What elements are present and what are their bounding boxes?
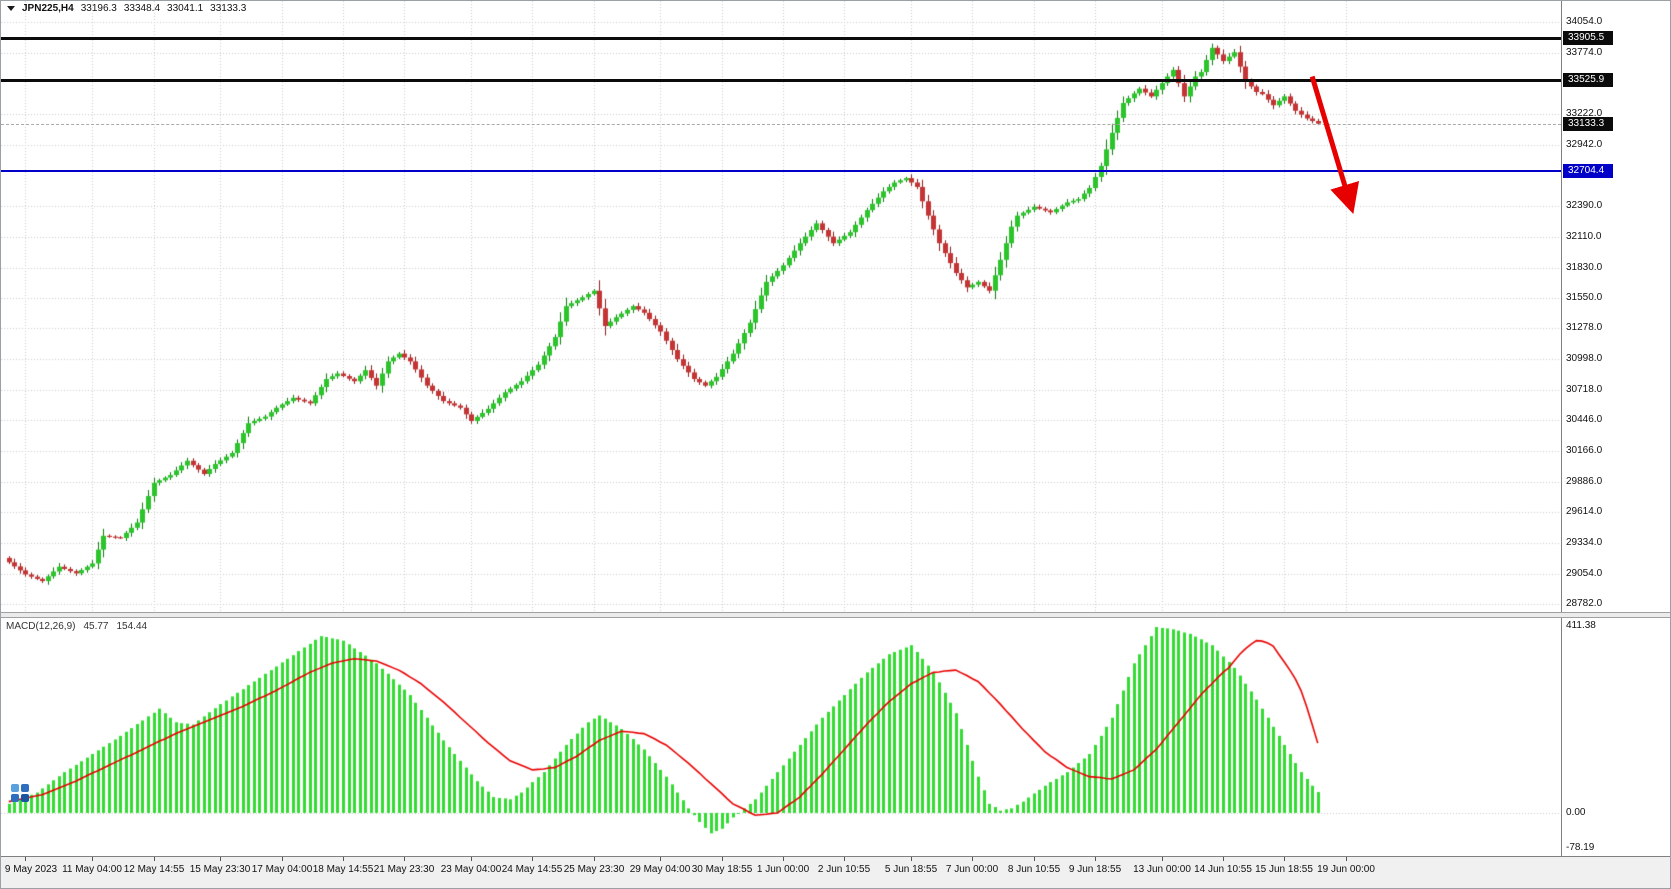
macd-scale-label: -78.19 [1566, 842, 1595, 854]
upper-resistance-line[interactable] [1, 36, 1561, 40]
time-tick [1284, 857, 1285, 861]
macd-signal-value: 154.44 [116, 621, 148, 632]
price-tick-label: 29886.0 [1566, 476, 1603, 488]
time-tick [220, 857, 221, 861]
price-tick-label: 32390.0 [1566, 199, 1603, 211]
time-label: 12 May 14:55 [123, 864, 185, 875]
macd-value: 45.77 [83, 621, 109, 632]
symbol-timeframe-label: JPN225,H4 [22, 3, 74, 14]
price-tick-label: 32110.0 [1566, 230, 1602, 242]
time-label: 30 May 18:55 [691, 864, 753, 875]
candlestick-chart-canvas[interactable] [1, 1, 1561, 612]
time-tick [92, 857, 93, 861]
time-label: 7 Jun 00:00 [945, 864, 999, 875]
time-label: 13 Jun 00:00 [1133, 864, 1191, 875]
price-tick-label: 29614.0 [1566, 506, 1603, 518]
price-tick-label: 29334.0 [1566, 537, 1603, 549]
time-label: 5 Jun 18:55 [884, 864, 938, 875]
ohlc-close: 33133.3 [210, 3, 247, 14]
time-tick [972, 857, 973, 861]
time-tick [282, 857, 283, 861]
price-tick-label: 31830.0 [1566, 261, 1603, 273]
macd-header: MACD(12,26,9) 45.77 154.44 [6, 621, 147, 632]
time-tick [343, 857, 344, 861]
time-tick [404, 857, 405, 861]
time-label: 14 Jun 10:55 [1194, 864, 1252, 875]
macd-scale-label: 0.00 [1566, 806, 1586, 818]
time-tick [1034, 857, 1035, 861]
time-label: 1 Jun 00:00 [756, 864, 810, 875]
macd-axis[interactable]: 411.38 0.00 -78.19 [1561, 618, 1670, 856]
price-tick-label: 32942.0 [1566, 138, 1603, 150]
lower-resistance-line[interactable] [1, 78, 1561, 82]
chart-objects-layer [1, 1, 1561, 612]
time-tick [25, 857, 26, 861]
time-label: 21 May 23:30 [373, 864, 435, 875]
support-level-badge[interactable]: 32704.4 [1563, 163, 1613, 178]
time-tick [1223, 857, 1224, 861]
dropdown-triangle-icon[interactable] [7, 6, 15, 11]
macd-label: MACD(12,26,9) [6, 621, 76, 632]
app-logo-icon [11, 784, 31, 804]
ohlc-open: 33196.3 [80, 3, 117, 14]
time-axis[interactable]: 9 May 2023 11 May 04:00 12 May 14:55 15 May… [1, 856, 1670, 888]
time-tick [1162, 857, 1163, 861]
time-tick [844, 857, 845, 861]
time-tick [722, 857, 723, 861]
symbol-header: JPN225,H4 33196.3 33348.4 33041.1 33133.… [7, 3, 246, 14]
time-tick [783, 857, 784, 861]
price-tick-label: 33774.0 [1566, 46, 1603, 58]
time-label: 15 Jun 18:55 [1255, 864, 1313, 875]
price-pane[interactable]: JPN225,H4 33196.3 33348.4 33041.1 33133.… [1, 1, 1561, 612]
ohlc-low: 33041.1 [167, 3, 204, 14]
price-tick-label: 28782.0 [1566, 598, 1603, 610]
price-tick-label: 30998.0 [1566, 353, 1603, 365]
support-level-line[interactable] [1, 169, 1561, 172]
time-label: 11 May 04:00 [62, 864, 122, 875]
macd-scale-label: 411.38 [1566, 620, 1596, 632]
price-tick-label: 31278.0 [1566, 322, 1603, 334]
time-label: 8 Jun 10:55 [1007, 864, 1061, 875]
bid-price-badge[interactable]: 33133.3 [1563, 116, 1613, 131]
price-tick-label: 30718.0 [1566, 384, 1603, 396]
lower-resistance-badge[interactable]: 33525.9 [1563, 73, 1613, 88]
price-tick-label: 33222.0 [1566, 107, 1603, 119]
price-tick-label: 31550.0 [1566, 292, 1603, 304]
upper-resistance-badge[interactable]: 33905.5 [1563, 31, 1613, 46]
time-label: 2 Jun 10:55 [817, 864, 871, 875]
time-label: 17 May 04:00 [251, 864, 313, 875]
time-tick [532, 857, 533, 861]
time-tick [1346, 857, 1347, 861]
time-label: 19 Jun 00:00 [1317, 864, 1375, 875]
price-tick-label: 34054.0 [1566, 15, 1603, 27]
ohlc-high: 33348.4 [123, 3, 161, 14]
time-tick [594, 857, 595, 861]
time-label: 29 May 04:00 [629, 864, 691, 875]
price-tick-label: 30166.0 [1566, 445, 1603, 457]
pane-splitter[interactable] [1, 612, 1670, 618]
time-label: 23 May 04:00 [440, 864, 502, 875]
time-label: 18 May 14:55 [312, 864, 374, 875]
price-tick-label: 29054.0 [1566, 568, 1603, 580]
time-label: 9 Jun 18:55 [1068, 864, 1122, 875]
time-tick [471, 857, 472, 861]
time-tick [911, 857, 912, 861]
time-label: 15 May 23:30 [189, 864, 251, 875]
bid-price-line [1, 123, 1561, 125]
macd-canvas[interactable] [1, 618, 1561, 856]
time-tick [660, 857, 661, 861]
time-label: 25 May 23:30 [563, 864, 625, 875]
time-tick [1095, 857, 1096, 861]
price-axis[interactable]: 34054.0 33774.0 33222.0 32942.0 32390.0 32110… [1561, 1, 1670, 612]
price-tick-label: 30446.0 [1566, 414, 1603, 426]
macd-pane[interactable]: MACD(12,26,9) 45.77 154.44 [1, 618, 1561, 856]
time-label: 24 May 14:55 [501, 864, 563, 875]
time-tick [154, 857, 155, 861]
time-label: 9 May 2023 [4, 864, 58, 875]
